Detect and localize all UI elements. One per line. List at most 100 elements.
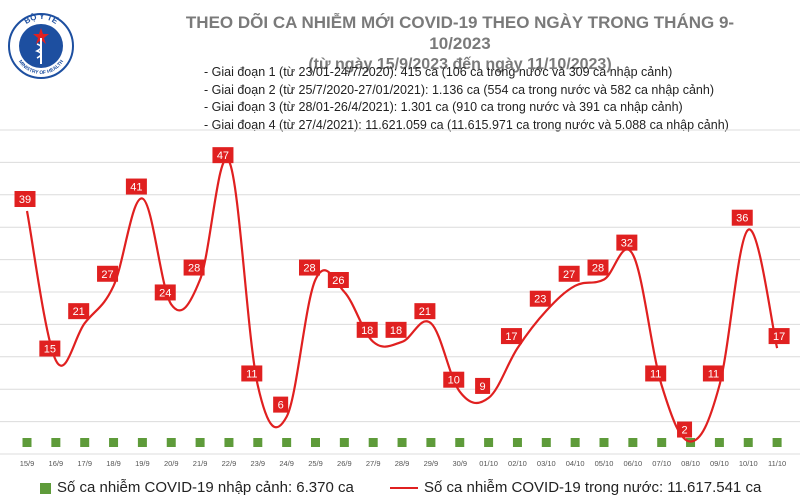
data-label-box bbox=[500, 328, 522, 345]
imported-bar bbox=[426, 438, 436, 447]
x-tick-label: 01/10 bbox=[479, 459, 498, 468]
imported-bar bbox=[166, 438, 176, 447]
imported-bar bbox=[714, 438, 724, 447]
data-label: 32 bbox=[621, 238, 633, 250]
x-tick-label: 19/9 bbox=[135, 459, 150, 468]
x-tick-label: 09/10 bbox=[710, 459, 729, 468]
data-label: 11 bbox=[650, 368, 661, 380]
imported-bar bbox=[109, 438, 119, 447]
domestic-legend-line-swatch bbox=[390, 487, 418, 490]
imported-bar bbox=[195, 438, 205, 447]
data-label: 27 bbox=[101, 269, 113, 281]
imported-bar bbox=[628, 438, 638, 447]
data-label-box bbox=[443, 371, 465, 388]
x-tick-label: 11/10 bbox=[768, 459, 786, 468]
imported-bar bbox=[282, 438, 292, 447]
data-label-box bbox=[327, 272, 349, 288]
data-label: 36 bbox=[736, 213, 748, 225]
data-label: 41 bbox=[130, 182, 142, 194]
data-label-box bbox=[385, 321, 407, 338]
data-label: 17 bbox=[773, 331, 785, 343]
x-tick-label: 26/9 bbox=[337, 459, 352, 468]
stage-3-summary: - Giai đoạn 3 (từ 28/01-26/4/2021): 1.30… bbox=[204, 100, 683, 114]
svg-text:BỘ Y TẾ: BỘ Y TẾ bbox=[22, 12, 60, 26]
x-tick-label: 03/10 bbox=[537, 459, 556, 468]
stage-1-summary: - Giai đoạn 1 (từ 23/01-24/7/2020): 415 … bbox=[204, 65, 673, 79]
imported-bar bbox=[339, 438, 349, 447]
x-tick-label: 24/9 bbox=[279, 459, 294, 468]
imported-bar bbox=[657, 438, 667, 447]
data-label-box bbox=[183, 259, 205, 276]
x-tick-label: 23/9 bbox=[250, 459, 265, 468]
data-label: 28 bbox=[592, 263, 604, 275]
data-label: 28 bbox=[188, 263, 200, 275]
title-line-2: (từ ngày 15/9/2023 đến ngày 11/10/2023) bbox=[308, 56, 612, 73]
data-label-box bbox=[645, 365, 667, 382]
data-label-box bbox=[97, 265, 119, 282]
data-label-box bbox=[273, 396, 289, 413]
imported-bar bbox=[772, 438, 782, 447]
data-label: 39 bbox=[19, 194, 31, 206]
data-label: 6 bbox=[278, 400, 284, 412]
x-tick-label: 06/10 bbox=[623, 459, 642, 468]
x-tick-label: 20/9 bbox=[164, 459, 179, 468]
data-label: 47 bbox=[217, 150, 229, 162]
domestic-cases-line bbox=[25, 157, 779, 443]
data-label-box bbox=[529, 290, 551, 307]
data-label-box bbox=[616, 234, 638, 251]
imported-bar bbox=[224, 438, 234, 447]
legend-item-imported: Số ca nhiễm COVID-19 nhập cảnh: 6.370 ca bbox=[40, 479, 354, 496]
imported-bar bbox=[253, 438, 263, 447]
imported-bar bbox=[599, 438, 609, 447]
ministry-logo-emblem-icon: BỘ Y TẾ MINISTRY OF HEALTH bbox=[8, 12, 74, 79]
data-label: 2 bbox=[681, 425, 687, 437]
x-tick-label: 27/9 bbox=[366, 459, 381, 468]
imported-legend-swatch bbox=[40, 482, 51, 494]
data-label: 11 bbox=[246, 368, 257, 380]
imported-bar bbox=[541, 438, 551, 447]
x-tick-label: 08/10 bbox=[681, 459, 700, 468]
imported-bar bbox=[51, 438, 61, 447]
data-label-box bbox=[299, 259, 320, 276]
data-label-box bbox=[587, 259, 609, 276]
data-label: 21 bbox=[73, 306, 85, 318]
x-tick-label: 18/9 bbox=[106, 459, 121, 468]
title-line-1: THEO DÕI CA NHIỄM MỚI COVID-19 THEO NGÀY… bbox=[185, 13, 735, 53]
x-tick-label: 21/9 bbox=[193, 459, 208, 468]
imported-bar bbox=[368, 438, 378, 447]
x-tick-label: 15/9 bbox=[20, 459, 35, 468]
data-label-box bbox=[414, 303, 436, 320]
data-label-box bbox=[768, 328, 790, 345]
x-tick-label: 17/9 bbox=[77, 459, 92, 468]
data-label-box bbox=[212, 147, 234, 164]
data-label: 26 bbox=[332, 275, 344, 287]
data-label: 18 bbox=[390, 325, 402, 337]
stage-2-summary: - Giai đoạn 2 (từ 25/7/2020-27/01/2021):… bbox=[204, 82, 714, 97]
data-label-box bbox=[14, 191, 36, 207]
data-label-box bbox=[39, 340, 61, 357]
x-tick-label: 22/9 bbox=[222, 459, 237, 468]
data-label: 9 bbox=[480, 381, 486, 393]
data-label: 18 bbox=[361, 325, 373, 337]
data-label-box bbox=[356, 321, 378, 338]
imported-bar bbox=[397, 438, 407, 447]
data-label-box bbox=[241, 365, 263, 382]
data-label: 10 bbox=[448, 375, 460, 387]
data-label: 27 bbox=[563, 269, 575, 281]
data-label: 21 bbox=[419, 306, 431, 318]
ministry-of-health-logo: BỘ Y TẾ MINISTRY OF HEALTH bbox=[6, 4, 76, 86]
x-tick-label: 25/9 bbox=[308, 459, 323, 468]
data-label-box bbox=[731, 209, 753, 226]
x-tick-label: 02/10 bbox=[508, 459, 527, 468]
x-tick-label: 05/10 bbox=[595, 459, 614, 468]
imported-bar bbox=[570, 438, 580, 447]
legend-imported-label: Số ca nhiễm COVID-19 nhập cảnh: 6.370 ca bbox=[57, 479, 354, 496]
imported-bar bbox=[512, 438, 522, 447]
x-tick-label: 07/10 bbox=[652, 459, 671, 468]
legend-domestic-label: Số ca nhiễm COVID-19 trong nước: 11.617.… bbox=[424, 479, 762, 496]
x-tick-label: 28/9 bbox=[395, 459, 410, 468]
x-tick-label: 10/10 bbox=[739, 459, 758, 468]
x-tick-label: 30/9 bbox=[452, 459, 467, 468]
logo-text-top: BỘ Y TẾ bbox=[22, 12, 60, 26]
imported-bar bbox=[80, 438, 90, 447]
